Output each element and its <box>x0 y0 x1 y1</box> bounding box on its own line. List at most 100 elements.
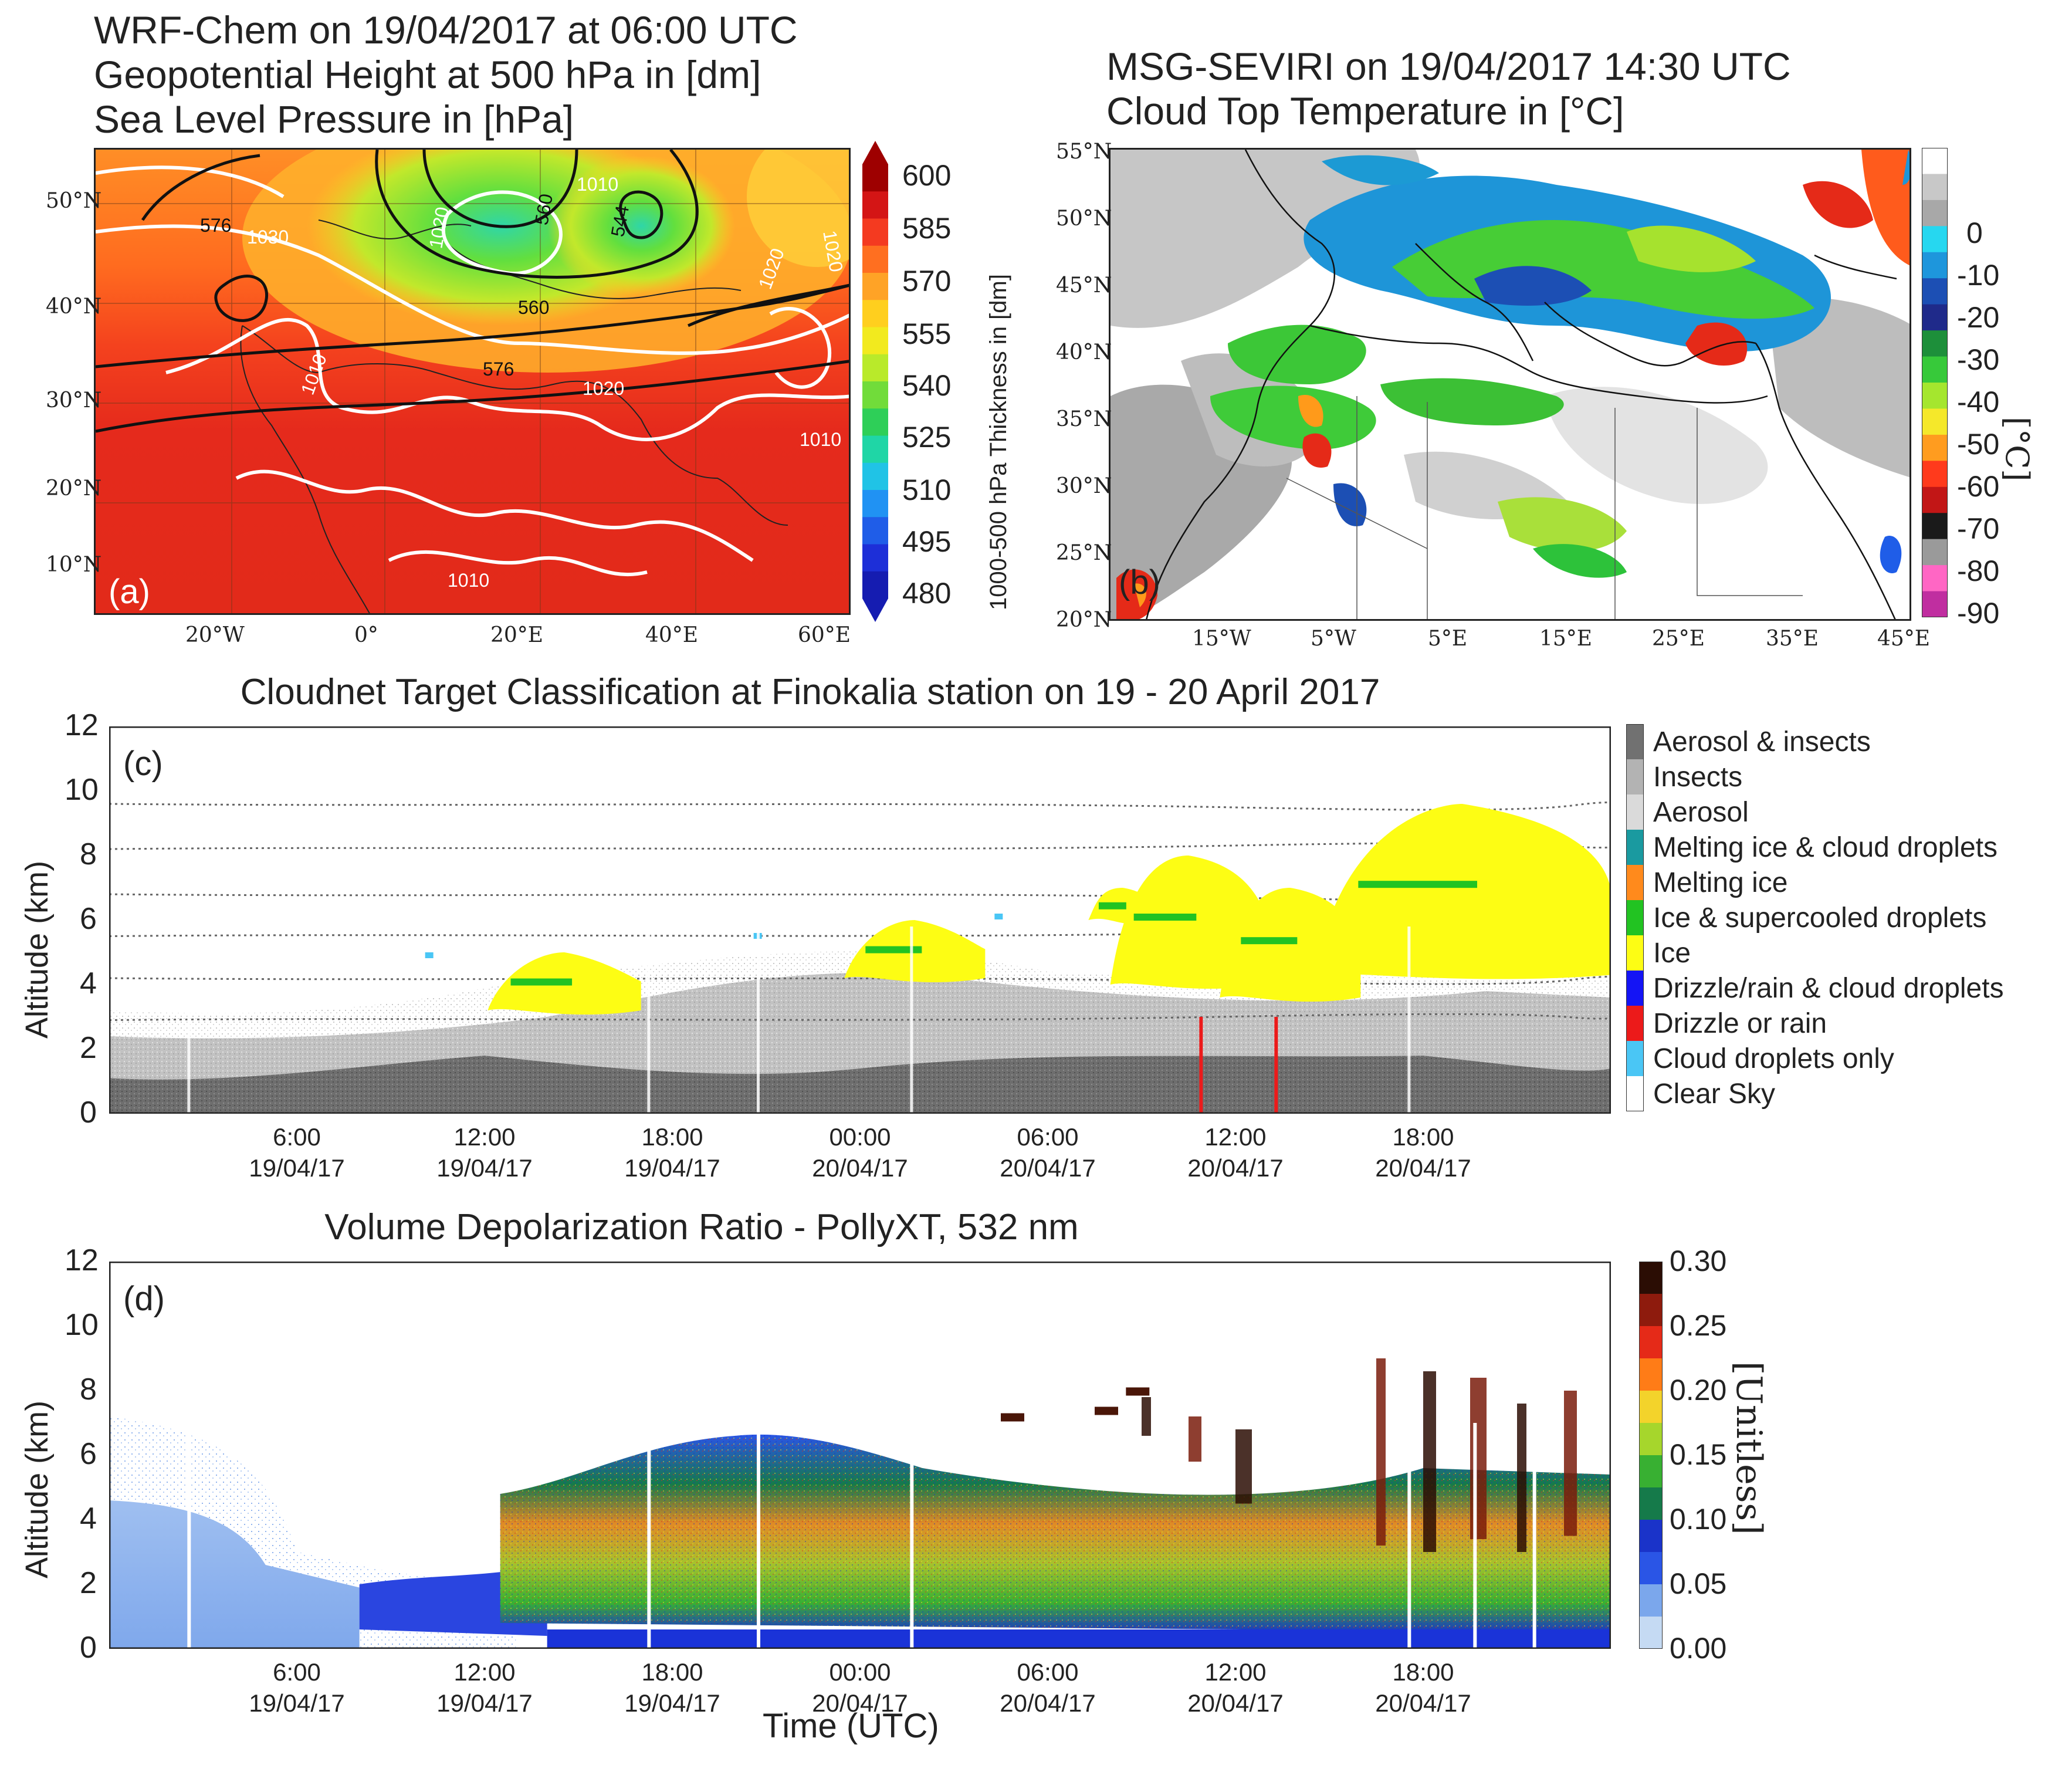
panel-c-xtick: 18:00 19/04/17 <box>608 1122 737 1184</box>
panel-d-ytick: 10 <box>65 1308 99 1342</box>
supercooled-streak <box>510 978 573 986</box>
wrf-lat-tick-50: 50°N <box>46 189 102 213</box>
legend-swatch <box>1626 1006 1644 1041</box>
panel-d-ytick: 0 <box>80 1631 97 1665</box>
panel-c-xtick: 6:00 19/04/17 <box>232 1122 361 1184</box>
slp-label-1010-d: 1010 <box>577 174 618 195</box>
cloudnet-plot <box>109 726 1611 1114</box>
panel-c-xtick: 12:00 20/04/17 <box>1171 1122 1300 1184</box>
data-gap <box>757 927 760 1114</box>
cbar-b-tick-m20: -20 <box>1957 301 2000 334</box>
cbar-a-segment <box>862 490 888 518</box>
data-gap <box>1473 1423 1477 1649</box>
cbar-d-segment <box>1639 1262 1663 1294</box>
seviri-map-svg <box>1111 150 1910 619</box>
xtick-date: 19/04/17 <box>436 1689 533 1717</box>
slp-label-1030: 1030 <box>247 226 289 248</box>
gph-label-560: 560 <box>518 297 549 318</box>
data-gap <box>187 927 191 1114</box>
legend-item: Melting ice & cloud droplets <box>1626 830 1997 865</box>
ice-fallstreak <box>1423 1371 1436 1552</box>
seviri-cloud-tops <box>1116 150 1910 619</box>
cbar-a-segment <box>862 300 888 327</box>
panel-d-ytick: 4 <box>80 1502 97 1536</box>
sev-lat-tick-40: 40°N <box>1056 340 1112 364</box>
panel-c-xtick: 18:00 20/04/17 <box>1359 1122 1488 1184</box>
data-gap <box>1532 1423 1536 1649</box>
cbar-d-label: [Unitless] <box>1728 1361 1769 1535</box>
legend-item: Cloud droplets only <box>1626 1041 1894 1076</box>
supercooled-streak <box>865 946 922 953</box>
cbar-b-segment <box>1922 408 1948 435</box>
slp-label-1010-a: 1010 <box>800 429 841 450</box>
panel-c-xtick: 12:00 19/04/17 <box>420 1122 549 1184</box>
wrf-lon-tick-60e: 60°E <box>798 623 851 647</box>
ice-patch <box>1001 1413 1024 1422</box>
sev-lon-tick-5e: 5°E <box>1428 627 1468 651</box>
xtick-time: 18:00 <box>641 1658 703 1686</box>
wrf-graticule <box>96 150 849 613</box>
panel-c-ytick: 6 <box>80 902 97 936</box>
gph-contours <box>96 150 849 433</box>
cbar-b-segment <box>1922 148 1948 174</box>
panel-c-ytick: 12 <box>65 708 99 742</box>
legend-item: Insects <box>1626 759 1742 794</box>
cbar-b-tick-m30: -30 <box>1957 343 2000 376</box>
cbar-a-tick-510: 510 <box>902 474 952 506</box>
legend-item: Aerosol <box>1626 794 1749 830</box>
cbar-a-segment <box>862 273 888 300</box>
panel-d-ytick: 8 <box>80 1372 97 1406</box>
panel-c-ylabel: Altitude (km) <box>19 860 55 1039</box>
xtick-date: 19/04/17 <box>624 1689 720 1717</box>
legend-swatch <box>1626 971 1644 1006</box>
cbar-a-segment <box>862 354 888 382</box>
sev-lat-tick-45: 45°N <box>1056 273 1112 297</box>
cbar-a-extend-top <box>862 141 888 164</box>
cbar-a-tick-585: 585 <box>902 212 952 245</box>
legend-label: Aerosol & insects <box>1653 726 1871 758</box>
legend-swatch <box>1626 794 1644 830</box>
cbar-a-tick-480: 480 <box>902 577 952 610</box>
xtick-date: 20/04/17 <box>1375 1689 1471 1717</box>
legend-label: Drizzle or rain <box>1653 1007 1827 1039</box>
ice-cloud-region <box>1110 856 1267 989</box>
legend-swatch <box>1626 724 1644 759</box>
ice-cloud-region <box>1313 804 1611 979</box>
sev-lat-tick-30: 30°N <box>1056 474 1112 498</box>
legend-item: Drizzle/rain & cloud droplets <box>1626 971 2004 1006</box>
legend-swatch <box>1626 900 1644 935</box>
cbar-a-tick-495: 495 <box>902 525 952 558</box>
wrf-lat-tick-30: 30°N <box>46 388 102 412</box>
data-gap <box>187 1423 191 1649</box>
cbar-b-tick-0: 0 <box>1966 217 1983 249</box>
panel-d-xtick: 12:00 19/04/17 <box>420 1657 549 1719</box>
cbar-a-segment <box>862 544 888 572</box>
cloudnet-frame <box>109 726 1611 1114</box>
cbar-a-tick-555: 555 <box>902 317 952 350</box>
legend-swatch <box>1626 1076 1644 1111</box>
low-depol-aerosol <box>109 1500 360 1649</box>
xtick-time: 18:00 <box>1392 1123 1454 1151</box>
cbar-b-segment <box>1922 252 1948 279</box>
xtick-time: 12:00 <box>453 1658 516 1686</box>
panel-d-plot: (d) <box>109 1261 1611 1649</box>
cbar-a-segment <box>862 435 888 464</box>
sev-lon-tick-5w: 5°W <box>1311 627 1356 651</box>
cbar-d-segment <box>1639 1423 1663 1456</box>
cbar-a-segment <box>862 571 888 599</box>
cbar-b-segment <box>1922 461 1948 488</box>
legend-swatch <box>1626 935 1644 971</box>
xtick-date: 19/04/17 <box>436 1154 533 1182</box>
legend-label: Drizzle/rain & cloud droplets <box>1653 972 2004 1004</box>
panel-c-ytick: 10 <box>65 773 99 807</box>
panel-c-ytick: 2 <box>80 1031 97 1065</box>
cbar-d-segment <box>1639 1520 1663 1553</box>
surface-low-depol <box>547 1629 1611 1649</box>
cbar-d-outline <box>1639 1262 1663 1649</box>
cbar-b-segment <box>1922 356 1948 383</box>
data-gap <box>1407 927 1411 1114</box>
cbar-a-extend-bottom <box>862 599 888 622</box>
supercooled-streak <box>1358 881 1477 888</box>
cbar-b-segment <box>1922 565 1948 592</box>
drizzle-column <box>1274 1017 1278 1114</box>
